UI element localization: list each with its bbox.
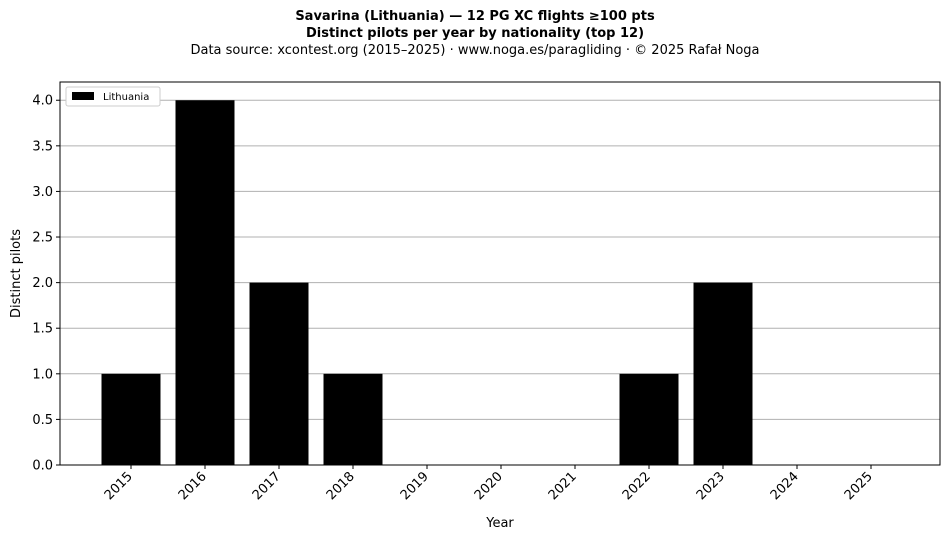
y-tick-label: 2.5 [32,231,53,246]
x-tick-label: 2023 [694,469,728,503]
y-tick-label: 3.0 [32,185,53,200]
bar-2018 [323,373,383,465]
plot-frame [59,81,941,466]
bar-2017 [249,282,309,465]
legend-label: Lithuania [103,92,149,103]
bar-2016 [175,100,235,465]
x-tick-label: 2016 [176,469,210,503]
x-axis-ticks: 2015 2016 2017 2018 2019 2020 2021 2022 2023 2024… [102,465,876,503]
x-tick-label: 2015 [102,469,136,503]
data-source-note: Data source: xcontest.org (2015–2025) · … [190,43,760,58]
x-tick-label: 2019 [398,469,432,503]
x-axis-label: Year [485,516,514,531]
y-tick-label: 0.0 [32,459,53,474]
x-tick-label: 2021 [546,469,580,503]
x-tick-label: 2025 [842,469,876,503]
bars [101,100,753,465]
y-tick-label: 1.0 [32,367,53,382]
legend-box [65,86,161,107]
y-tick-label: 3.5 [32,139,53,154]
x-tick-label: 2022 [620,469,654,503]
bar-2023 [693,282,753,465]
legend-swatch [72,92,94,100]
legend: Lithuania [65,86,161,107]
chart-title-block: Savarina (Lithuania) — 12 PG XC flights … [0,8,950,59]
y-tick-label: 1.5 [32,322,53,337]
y-tick-label: 2.0 [32,276,53,291]
x-tick-label: 2017 [250,469,284,503]
y-axis-label: Distinct pilots [9,229,24,318]
x-tick-label: 2020 [472,469,506,503]
bar-2015 [101,373,161,465]
chart-title: Savarina (Lithuania) — 12 PG XC flights … [295,9,655,24]
bar-2022 [619,373,679,465]
x-tick-label: 2024 [768,469,802,503]
y-axis-ticks: 0.0 0.5 1.0 1.5 2.0 2.5 3.0 3.5 4.0 [32,94,60,474]
chart-subtitle: Distinct pilots per year by nationality … [305,26,645,41]
x-tick-label: 2018 [324,469,358,503]
y-tick-label: 4.0 [32,94,53,109]
y-tick-label: 0.5 [32,413,53,428]
